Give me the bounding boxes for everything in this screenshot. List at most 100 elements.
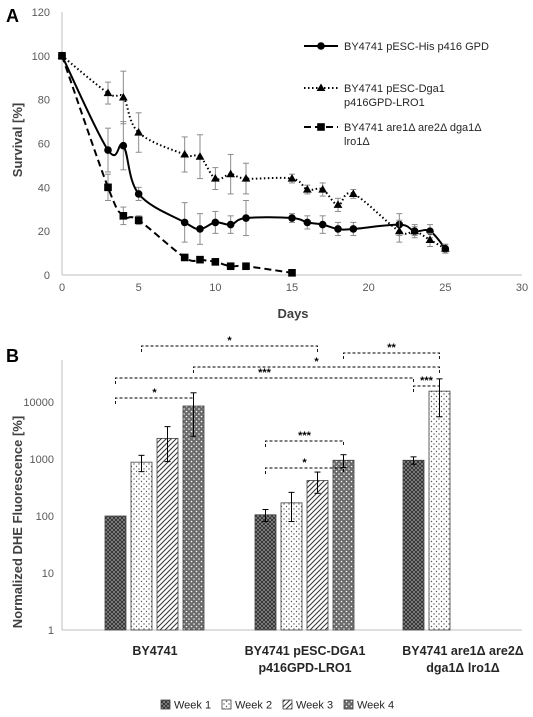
data-point — [210, 174, 220, 182]
legend-entry-3: BY4741 are1Δ are2Δ dga1Δ lro1Δ — [304, 122, 482, 148]
x-tick-label: 20 — [363, 282, 375, 294]
data-point — [104, 146, 112, 154]
legend-swatch — [343, 699, 354, 710]
x-tick-label: 15 — [286, 282, 298, 294]
data-point — [195, 152, 205, 160]
x-tick-label: 0 — [59, 282, 65, 294]
category-label-line: BY4741 pESC-DGA1 — [245, 644, 366, 658]
significance-bracket: * — [141, 335, 318, 352]
legend-label: Week 3 — [296, 700, 333, 712]
data-point — [226, 220, 235, 229]
data-point — [425, 235, 435, 243]
panel-b-letter: B — [6, 346, 19, 366]
data-point — [211, 258, 220, 266]
bar — [428, 390, 451, 631]
bracket-line — [115, 397, 194, 404]
bar-series-4 — [182, 392, 355, 631]
data-point — [241, 174, 251, 182]
y-tick-label: 0 — [44, 270, 50, 282]
series-3 — [58, 52, 296, 277]
data-point — [196, 225, 204, 233]
y-tick-label: 60 — [38, 139, 50, 151]
bar — [182, 405, 205, 631]
data-point — [242, 214, 250, 222]
data-point — [333, 200, 343, 208]
bar — [306, 480, 329, 631]
legend-entry-2: BY4741 pESC-Dga1 p416GPD-LRO1 — [304, 83, 445, 109]
data-point — [104, 183, 112, 192]
legend-label-line: p416GPD-LRO1 — [344, 97, 425, 109]
bracket-line — [115, 377, 414, 384]
bar-series-3 — [156, 426, 329, 631]
data-point — [58, 52, 66, 60]
legend-label-line: lro1Δ — [344, 136, 370, 148]
data-point — [318, 184, 328, 193]
legend-label: Week 1 — [174, 700, 211, 712]
bracket-line — [193, 366, 440, 373]
data-point — [134, 190, 143, 198]
y-tick-label: 10 — [42, 568, 54, 580]
bar-series-1 — [104, 456, 425, 631]
significance-label: ** — [387, 342, 396, 354]
data-point — [394, 226, 404, 235]
bracket-line — [265, 440, 344, 447]
significance-bracket: *** — [413, 375, 440, 392]
series-2 — [57, 51, 450, 254]
legend-swatch — [282, 699, 293, 710]
data-point — [318, 220, 327, 229]
y-tick-label: 40 — [38, 182, 50, 194]
legend-swatch — [221, 699, 232, 710]
bar — [332, 459, 355, 631]
category-label: BY4741 pESC-DGA1 p416GPD-LRO1 — [245, 644, 366, 675]
y-tick-label: 120 — [32, 7, 50, 19]
data-point — [302, 184, 312, 193]
y-tick-label: 100 — [36, 511, 54, 523]
data-point — [410, 226, 420, 235]
legend-entry-week-4: Week 4 — [343, 699, 394, 712]
survival-line-chart: 0 20 40 60 80 100 120 0 5 10 15 20 25 30 BY4741 pESC-H… — [32, 7, 528, 294]
legend-label: Week 4 — [357, 700, 394, 712]
significance-bracket: *** — [265, 430, 344, 447]
bracket-line — [413, 385, 440, 392]
legend-label: BY4741 pESC-His p416 GPD — [344, 41, 489, 53]
dhe-bar-chart: 1 10 100 1000 10000 BY4741 BY4741 pESC-DGA1 p41… — [23, 335, 523, 712]
data-point — [103, 88, 113, 97]
y-tick-label: 100 — [32, 51, 50, 63]
data-point — [334, 225, 342, 233]
legend-label: BY4741 pESC-Dga1 p416GPD-LRO1 — [344, 83, 445, 109]
significance-label: *** — [298, 430, 312, 442]
x-tick-label: 25 — [439, 282, 451, 294]
bar — [254, 514, 277, 631]
legend-entry-week-2: Week 2 — [221, 699, 272, 712]
y-tick-label: 80 — [38, 95, 50, 107]
bracket-line — [141, 345, 318, 352]
significance-label: *** — [258, 367, 272, 379]
significance-label: * — [227, 335, 232, 347]
data-point — [211, 218, 220, 227]
data-point — [180, 149, 190, 158]
category-label-line: p416GPD-LRO1 — [258, 661, 351, 675]
legend-label: BY4741 are1Δ are2Δ dga1Δ lro1Δ — [344, 122, 482, 148]
panel-b-y-axis-label: Normalized DHE Fluorescence [%] — [10, 416, 25, 628]
legend-entry-week-1: Week 1 — [160, 699, 211, 712]
legend-label-line: BY4741 pESC-Dga1 — [344, 83, 445, 95]
legend-marker — [316, 83, 326, 92]
data-point — [119, 141, 128, 150]
x-tick-label: 10 — [209, 282, 221, 294]
data-point — [349, 225, 358, 233]
legend-swatch — [160, 699, 171, 710]
legend-label-line: BY4741 are1Δ are2Δ dga1Δ — [344, 122, 482, 134]
x-tick-label: 5 — [136, 282, 142, 294]
bar — [130, 461, 153, 631]
data-point — [303, 218, 312, 227]
data-point — [119, 212, 128, 220]
bar-series-2 — [130, 378, 451, 631]
legend-entry-week-3: Week 3 — [282, 699, 333, 712]
significance-bracket: * — [193, 356, 440, 373]
significance-label: *** — [420, 375, 434, 387]
y-tick-label: 20 — [38, 226, 50, 238]
category-label-line: dga1Δ lro1Δ — [426, 661, 500, 675]
data-point — [288, 214, 296, 222]
panel-a-x-axis-label: Days — [277, 306, 308, 321]
